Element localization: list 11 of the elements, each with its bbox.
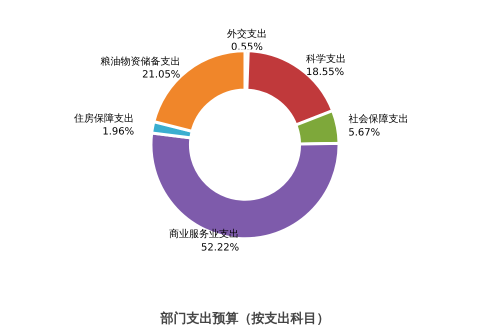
slice-label: 社会保障支出 <box>348 113 408 126</box>
data-label: 1.96% <box>102 126 134 138</box>
slice-label: 科学支出 <box>306 52 346 65</box>
slice-label: 粮油物资储备支出 <box>100 55 180 68</box>
data-label: 52.22% <box>201 242 240 254</box>
data-label: 5.67% <box>348 127 380 138</box>
slice-label: 外交支出 <box>226 28 267 40</box>
slice-label: 住房保障支出 <box>74 112 134 124</box>
data-label: 18.55% <box>306 66 344 78</box>
text: 部门支出预算（按支出科目） <box>160 310 330 326</box>
data-label: 21.05% <box>142 69 180 80</box>
